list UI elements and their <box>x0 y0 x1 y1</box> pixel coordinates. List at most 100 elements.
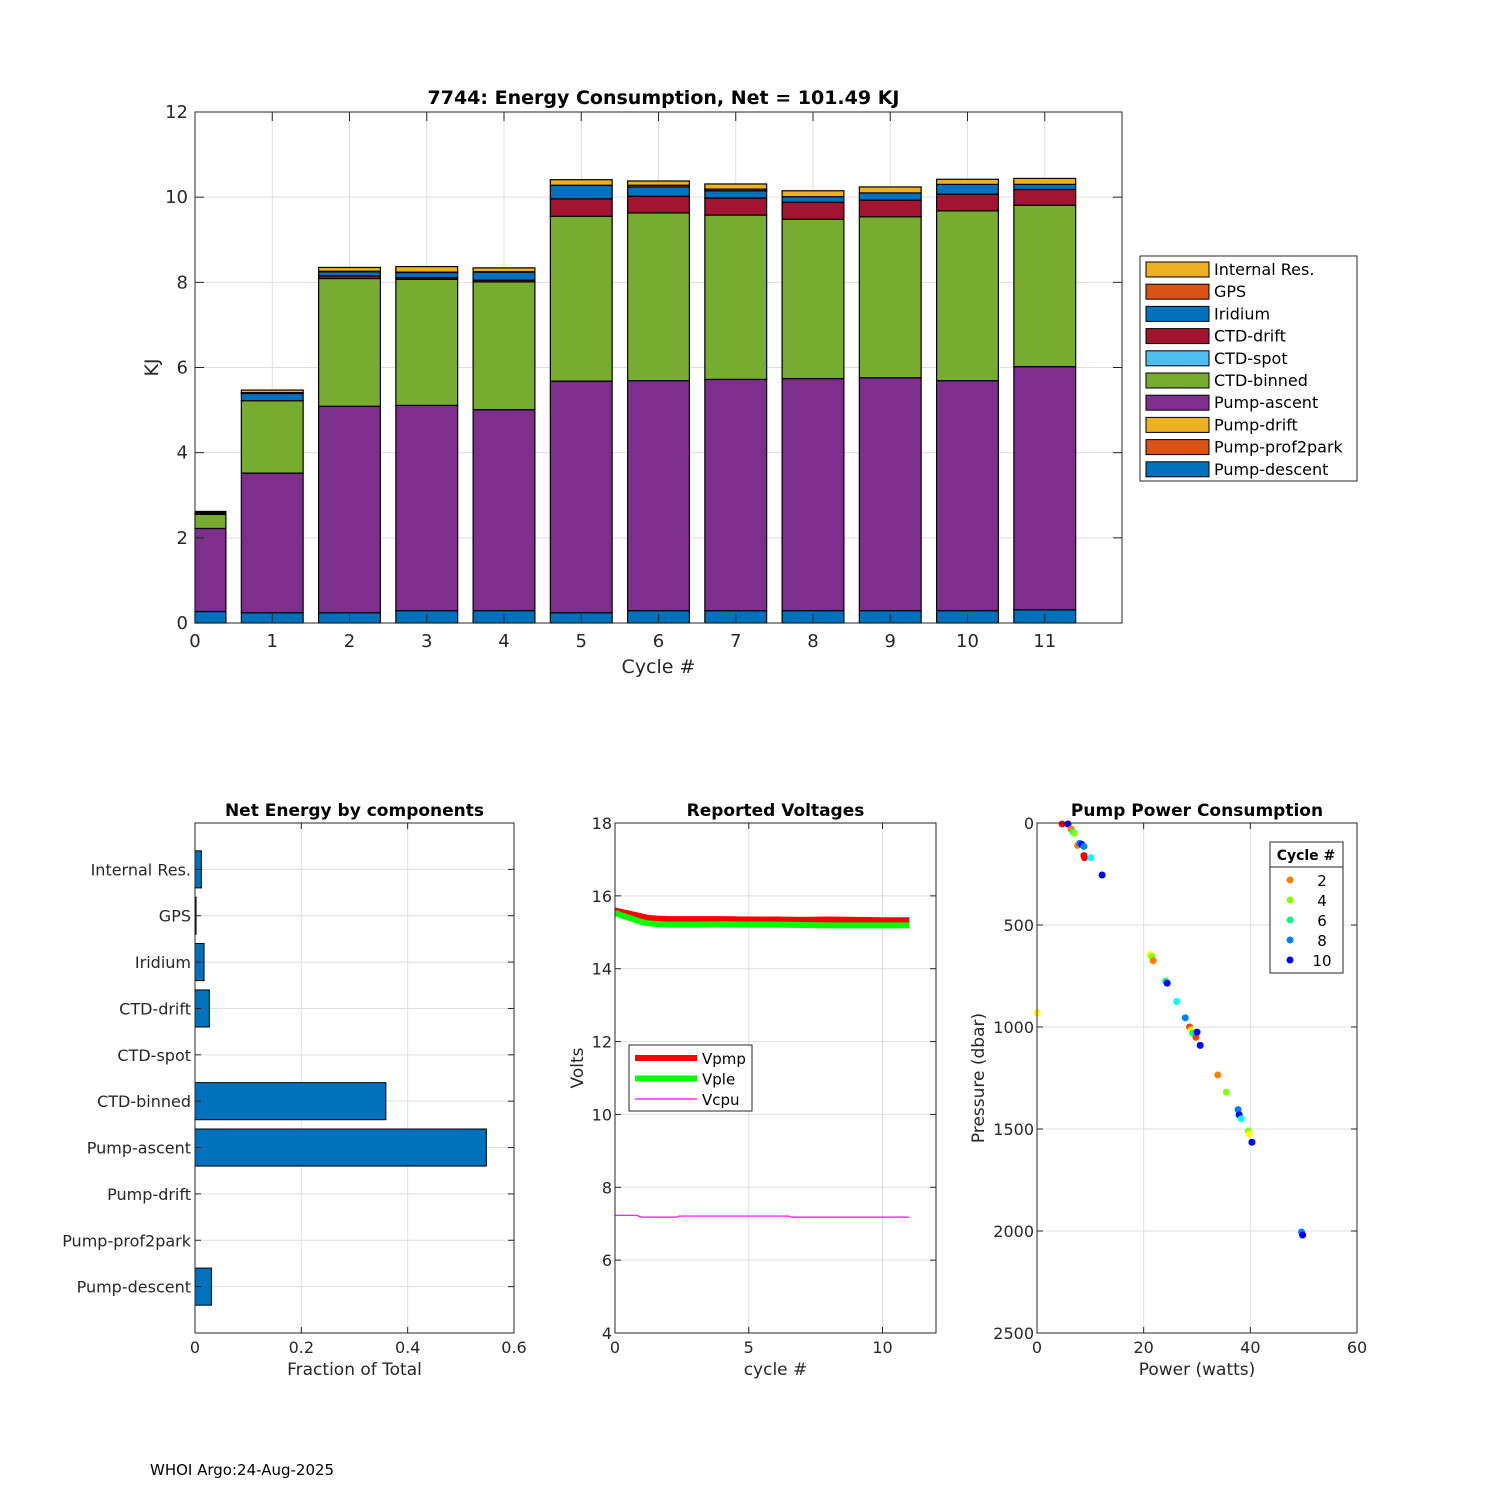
bar-segment-ctd-binned <box>935 210 999 382</box>
legend: Vpmp Vple Vcpu <box>628 1044 753 1112</box>
data-point <box>1173 998 1181 1005</box>
legend: Cycle # 2 4 6 8 10 <box>1269 841 1344 974</box>
bar-segment-internal-res- <box>472 267 536 273</box>
y-tick-label: 4 <box>602 1324 612 1343</box>
x-tick-label: 7 <box>730 631 741 652</box>
y-axis-label: Volts <box>568 1047 588 1088</box>
x-tick-label: 60 <box>1347 1338 1367 1357</box>
reported-voltages-chart: 0 5 10 4 6 8 10 12 14 16 18 Reported Voltages cycle … <box>568 801 937 1380</box>
data-point <box>1214 1071 1222 1079</box>
bar-segment-pump-ascent <box>858 377 922 612</box>
legend-swatch <box>1145 394 1210 411</box>
bar-segment-ctd-drift <box>935 193 999 212</box>
bar-segment-ctd-binned <box>704 214 768 381</box>
bar-segment-pump-ascent <box>240 472 304 614</box>
bar-segment-pump-ascent <box>549 380 613 614</box>
legend-swatch <box>1145 350 1210 367</box>
legend-label: Vple <box>702 1071 735 1089</box>
bar-segment-internal-res- <box>549 179 613 186</box>
x-tick-label: 0 <box>190 1338 200 1357</box>
y-tick-label: Pump-drift <box>107 1185 191 1204</box>
data-point <box>1222 1088 1230 1096</box>
x-tick-label: 6 <box>653 631 664 652</box>
legend-label: 10 <box>1312 952 1331 970</box>
y-tick-label: 8 <box>177 272 188 293</box>
y-tick-label: 0 <box>177 613 188 634</box>
bar-segment-pump-ascent <box>704 378 768 612</box>
series-line-vcpu <box>615 1214 910 1218</box>
legend-label: Iridium <box>1214 304 1270 323</box>
legend-label: Vcpu <box>702 1091 740 1109</box>
legend-label: Pump-descent <box>1214 460 1328 479</box>
legend-label: CTD-drift <box>1214 327 1286 346</box>
legend-marker <box>1286 896 1294 904</box>
x-tick-label: 20 <box>1133 1338 1153 1357</box>
y-tick-label: 2500 <box>993 1324 1034 1343</box>
y-tick-label: CTD-drift <box>119 999 191 1018</box>
x-axis-label: Power (watts) <box>1139 1360 1256 1380</box>
bar-segment-ctd-drift <box>858 199 922 218</box>
y-tick-label: Pump-descent <box>77 1278 191 1297</box>
chart-title: Net Energy by components <box>225 801 484 821</box>
bar-segment-ctd-binned <box>858 216 922 379</box>
data-point <box>1299 1231 1307 1239</box>
data-point <box>1080 854 1088 862</box>
bar-segment-iridium <box>395 271 459 279</box>
data-point <box>1193 1028 1201 1036</box>
legend-label: Pump-drift <box>1214 415 1298 434</box>
legend-box <box>1269 841 1344 974</box>
legend-swatch <box>1145 328 1210 345</box>
y-axis-label: Pressure (dbar) <box>969 1013 989 1143</box>
y-axis-label: KJ <box>141 358 163 376</box>
chart-title: 7744: Energy Consumption, Net = 101.49 K… <box>428 87 900 109</box>
bar-segment-pump-ascent <box>472 409 536 612</box>
bar-segment-ctd-drift <box>781 201 845 220</box>
legend-title: Cycle # <box>1277 848 1336 864</box>
x-tick-label: 40 <box>1240 1338 1260 1357</box>
axes-box <box>1036 822 1358 1334</box>
y-tick-label: 10 <box>165 187 188 208</box>
y-tick-label: 500 <box>1003 916 1034 935</box>
bar-segment-internal-res- <box>781 190 845 198</box>
legend-label: 2 <box>1317 872 1327 890</box>
legend-swatch <box>1145 261 1210 278</box>
bar-segment-ctd-binned <box>240 400 304 474</box>
bar-segment-internal-res- <box>395 265 459 273</box>
bar-segment-pump-ascent <box>318 405 382 614</box>
bar-segment-iridium <box>549 184 613 200</box>
x-tick-label: 1 <box>267 631 278 652</box>
y-tick-label: 16 <box>592 887 612 906</box>
data-point <box>1098 871 1106 879</box>
y-tick-label: 1000 <box>993 1018 1034 1037</box>
bar-segment-ctd-binned <box>1013 204 1077 368</box>
y-tick-label: 4 <box>177 443 188 464</box>
legend-label: Vpmp <box>702 1050 746 1068</box>
pump-power-chart: 0 20 40 60 0 500 1000 1500 2000 2500 Pump Power Co… <box>969 801 1367 1380</box>
y-tick-label: Internal Res. <box>91 860 191 879</box>
bar-segment-pump-ascent <box>781 377 845 612</box>
data-point <box>1064 820 1072 828</box>
y-tick-label: 6 <box>177 358 188 379</box>
bar-segment-ctd-drift <box>1013 188 1077 206</box>
x-tick-label: 2 <box>344 631 355 652</box>
bar-segment-pump-ascent <box>1013 366 1077 611</box>
y-tick-label: CTD-binned <box>97 1092 191 1111</box>
bar-segment-iridium <box>318 271 382 277</box>
legend-label: CTD-spot <box>1214 349 1288 368</box>
bar <box>194 1082 387 1121</box>
chart-title: Pump Power Consumption <box>1071 801 1323 821</box>
series-line-vple <box>613 910 910 929</box>
legend-swatch <box>1145 372 1210 389</box>
x-axis-label: cycle # <box>744 1360 808 1380</box>
x-tick-label: 0.2 <box>289 1338 314 1357</box>
x-tick-label: 5 <box>744 1338 754 1357</box>
x-axis-label: Cycle # <box>622 656 696 678</box>
x-tick-label: 10 <box>872 1338 892 1357</box>
data-point <box>1080 842 1088 850</box>
x-tick-label: 5 <box>576 631 587 652</box>
bar-segment-internal-res- <box>240 389 304 394</box>
y-tick-label: 6 <box>602 1251 612 1270</box>
bar-segment-ctd-binned <box>395 278 459 406</box>
